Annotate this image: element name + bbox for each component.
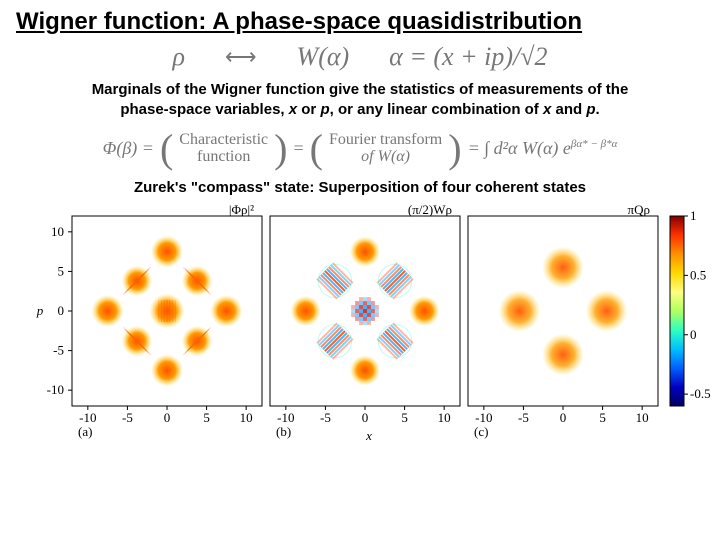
svg-text:-10: -10 xyxy=(475,410,492,425)
eq-exp: βα* − β*α xyxy=(571,138,617,150)
rparen2: ) xyxy=(448,131,461,167)
svg-text:(π/2)Wρ: (π/2)Wρ xyxy=(408,202,452,217)
svg-text:0: 0 xyxy=(58,303,65,318)
svg-text:1: 1 xyxy=(690,208,697,223)
eq-alpha: α = (x + ip)/√2 xyxy=(389,42,547,72)
eq-W: W(α) xyxy=(297,42,350,72)
marginals-period: . xyxy=(596,101,600,118)
page-title: Wigner function: A phase-space quasidist… xyxy=(16,8,704,36)
cf-bot: function xyxy=(197,149,250,166)
ft-bot: of W(α) xyxy=(361,149,410,166)
eq-eq1: = xyxy=(293,138,303,159)
zurek-caption: Zurek's "compass" state: Superposition o… xyxy=(16,179,704,196)
eq-rho: ρ xyxy=(173,42,185,72)
svg-text:5: 5 xyxy=(599,410,606,425)
svg-text:(b): (b) xyxy=(276,424,291,439)
svg-text:-10: -10 xyxy=(47,382,64,397)
svg-text:x: x xyxy=(365,428,372,443)
svg-text:0: 0 xyxy=(560,410,567,425)
svg-text:5: 5 xyxy=(401,410,408,425)
marginals-l1: Marginals of the Wigner function give th… xyxy=(92,81,629,98)
svg-text:5: 5 xyxy=(58,263,65,278)
svg-text:0.5: 0.5 xyxy=(690,267,706,282)
svg-text:0: 0 xyxy=(362,410,369,425)
svg-text:|Φρ|²: |Φρ|² xyxy=(229,202,254,217)
svg-text:5: 5 xyxy=(203,410,210,425)
lparen1: ( xyxy=(160,131,173,167)
svg-text:p: p xyxy=(36,303,44,318)
figure-panels: |Φρ|²-10-50510-10-50510p(a)(π/2)Wρ-10-50… xyxy=(26,202,704,452)
figure-svg: |Φρ|²-10-50510-10-50510p(a)(π/2)Wρ-10-50… xyxy=(26,202,716,452)
svg-text:10: 10 xyxy=(51,223,64,238)
eq-arrow: ⟷ xyxy=(225,44,257,70)
svg-text:(a): (a) xyxy=(78,424,92,439)
marginals-and: and xyxy=(551,101,586,118)
marginals-l2b: , or any linear combination of xyxy=(330,101,543,118)
marginals-or: or xyxy=(297,101,320,118)
svg-text:-10: -10 xyxy=(277,410,294,425)
eq-int: = ∫ d²α W(α) e xyxy=(468,138,571,158)
equation-row-1: ρ ⟷ W(α) α = (x + ip)/√2 xyxy=(16,42,704,72)
marginals-text: Marginals of the Wigner function give th… xyxy=(26,80,694,121)
ft-top: Fourier transform xyxy=(329,132,442,149)
svg-text:-5: -5 xyxy=(320,410,331,425)
svg-text:-10: -10 xyxy=(79,410,96,425)
rparen1: ) xyxy=(274,131,287,167)
eq-integral: = ∫ d²α W(α) eβα* − β*α xyxy=(468,138,618,159)
svg-text:10: 10 xyxy=(240,410,253,425)
svg-text:-5: -5 xyxy=(122,410,133,425)
var-p: p xyxy=(320,101,329,118)
lparen2: ( xyxy=(310,131,323,167)
characteristic-equation: Φ(β) = ( Characteristic function ) = ( F… xyxy=(16,131,704,167)
var-p2: p xyxy=(586,101,595,118)
cf-stack: Characteristic function xyxy=(179,132,268,166)
svg-text:-5: -5 xyxy=(518,410,529,425)
svg-text:πQρ: πQρ xyxy=(628,202,650,217)
svg-text:0: 0 xyxy=(164,410,171,425)
svg-text:10: 10 xyxy=(438,410,451,425)
svg-text:10: 10 xyxy=(636,410,649,425)
svg-text:-0.5: -0.5 xyxy=(690,386,711,401)
ft-stack: Fourier transform of W(α) xyxy=(329,132,442,166)
eq-phi: Φ(β) = xyxy=(103,138,154,159)
marginals-l2a: phase-space variables, xyxy=(120,101,288,118)
svg-text:0: 0 xyxy=(690,326,697,341)
cf-top: Characteristic xyxy=(179,132,268,149)
var-x: x xyxy=(289,101,297,118)
svg-text:(c): (c) xyxy=(474,424,488,439)
svg-text:-5: -5 xyxy=(53,342,64,357)
